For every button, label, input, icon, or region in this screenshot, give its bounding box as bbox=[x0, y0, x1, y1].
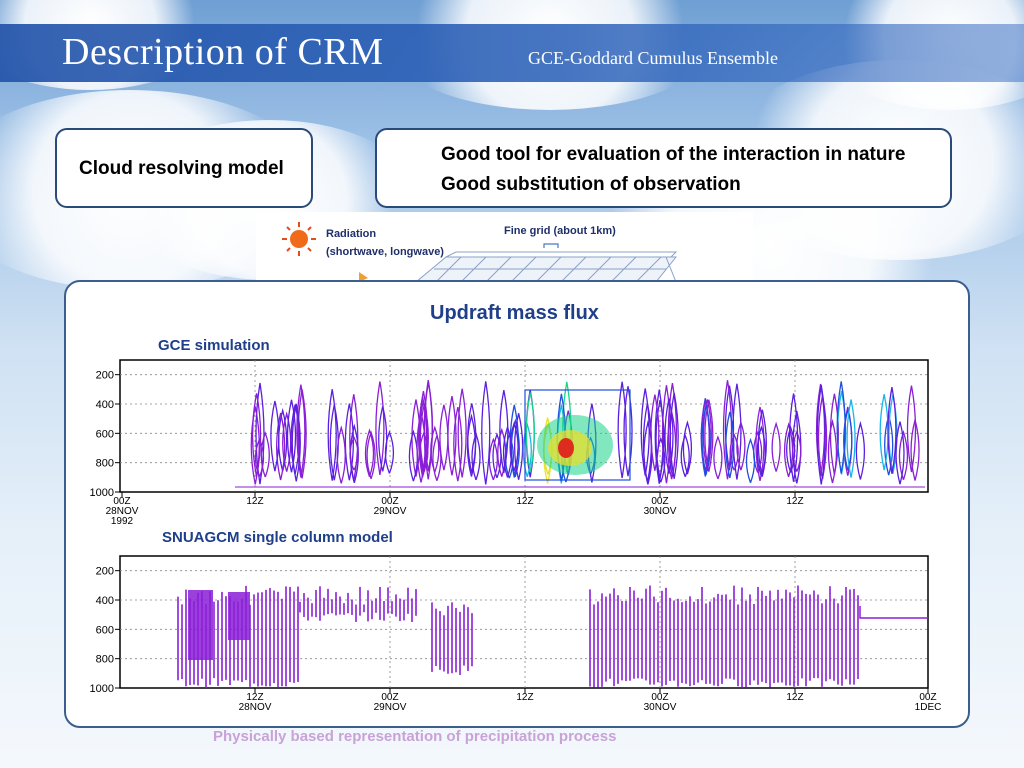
evaluation-box: Good tool for evaluation of the interact… bbox=[375, 128, 952, 208]
hidden-text: Physically based representation of preci… bbox=[213, 728, 617, 745]
snuagcm-label: SNUAGCM single column model bbox=[162, 529, 393, 546]
right-box-line-2: Good substitution of observation bbox=[441, 174, 741, 195]
slide-subtitle: GCE-Goddard Cumulus Ensemble bbox=[528, 48, 778, 68]
left-box-text: Cloud resolving model bbox=[79, 158, 284, 179]
cloud-resolving-model-box: Cloud resolving model bbox=[55, 128, 313, 208]
crm-diagram: Radiation (shortwave, longwave) Fine gri… bbox=[256, 212, 753, 283]
crm-diagram-svg: Radiation (shortwave, longwave) Fine gri… bbox=[282, 222, 678, 283]
fine-grid-shape bbox=[414, 251, 678, 283]
updraft-panel: Updraft mass flux GCE simulation SNUAGCM… bbox=[64, 280, 970, 728]
arrow-icon bbox=[359, 272, 368, 282]
title-bar bbox=[0, 24, 1024, 82]
fine-grid-label: Fine grid (about 1km) bbox=[504, 225, 616, 237]
grid-bracket bbox=[543, 243, 559, 248]
right-box-line-1: Good tool for evaluation of the interact… bbox=[441, 144, 906, 165]
radiation-sub-label: (shortwave, longwave) bbox=[326, 246, 444, 258]
slide-title: Description of CRM bbox=[62, 31, 384, 73]
sun-icon bbox=[282, 222, 316, 256]
gce-label: GCE simulation bbox=[158, 337, 270, 354]
panel-title: Updraft mass flux bbox=[430, 302, 599, 324]
radiation-label: Radiation bbox=[326, 228, 376, 240]
